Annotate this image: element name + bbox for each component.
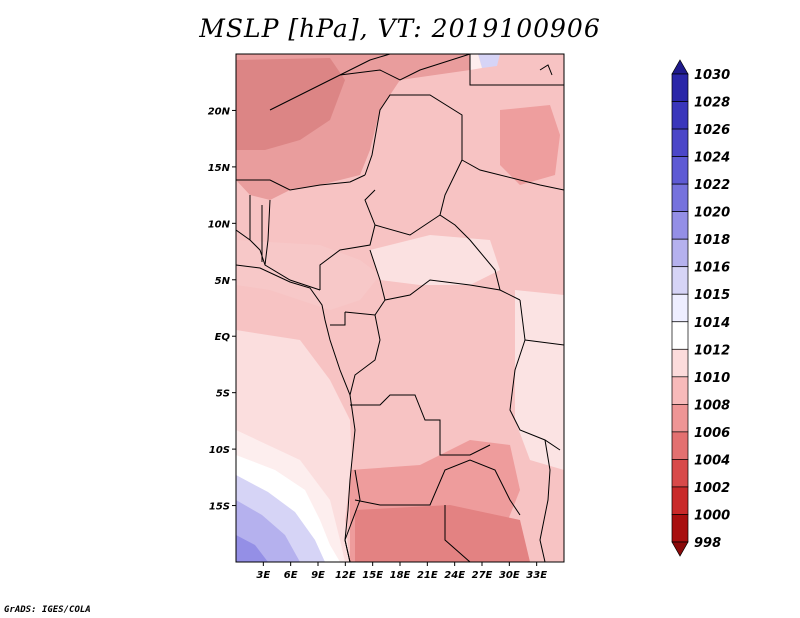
colorbar-label: 1000: [694, 508, 730, 523]
colorbar-label: 1004: [694, 453, 730, 468]
colorbar-label: 1028: [694, 96, 730, 111]
colorbar-label: 1020: [694, 206, 730, 221]
colorbar-label: 1012: [694, 343, 730, 358]
lon-tick-label: 6E: [284, 570, 298, 581]
lon-tick-label: 15E: [362, 570, 383, 581]
lat-tick-label: 5N: [215, 276, 231, 287]
colorbar-label: 1015: [694, 288, 730, 303]
colorbar-segment: [671, 101, 689, 130]
colorbar-segment: [671, 459, 689, 488]
lat-tick-label: 10S: [209, 445, 230, 456]
colorbar-segment: [671, 376, 689, 405]
lon-tick-label: 3E: [256, 570, 270, 581]
lon-tick-label: 18E: [390, 570, 411, 581]
colorbar-segment: [671, 321, 689, 350]
colorbar-segment: [671, 183, 689, 212]
lon-tick-label: 9E: [311, 570, 325, 581]
colorbar-label: 1014: [694, 316, 730, 331]
latitude-axis: 20N 15N 10N 5N EQ 5S 10S 15S: [208, 106, 236, 513]
colorbar-segment: [671, 541, 689, 557]
lat-tick-label: 20N: [208, 106, 231, 117]
colorbar-label: 1026: [694, 123, 730, 138]
longitude-axis: 3E 6E 9E 12E 15E 18E 21E 24E 27E 30E 33E: [256, 562, 547, 581]
colorbar-segment: [671, 404, 689, 433]
colorbar-label: 1016: [694, 261, 730, 276]
coastline: [236, 64, 553, 562]
country-borders: [236, 54, 564, 562]
colorbar-label: 1006: [694, 426, 730, 441]
colorbar-segment: [671, 238, 689, 268]
colorbar-label: 1018: [694, 233, 730, 248]
lon-tick-label: 30E: [499, 570, 520, 581]
page-title: MSLP [hPa], VT: 2019100906: [199, 14, 601, 43]
lat-tick-label: EQ: [215, 332, 231, 343]
lat-tick-label: 15N: [208, 163, 231, 174]
colorbar-segment: [671, 128, 689, 157]
colorbar-label: 1002: [694, 481, 730, 496]
colorbar-label: 1030: [694, 68, 730, 83]
colorbar: 1030 1028 1026 1024 1022 1020 1018 1016 1015 1014…: [671, 59, 730, 557]
colorbar-label: 1008: [694, 398, 730, 413]
credit-text: GrADS: IGES/COLA: [4, 605, 91, 615]
lon-tick-label: 24E: [444, 570, 465, 581]
colorbar-segment: [671, 431, 689, 460]
colorbar-segment: [671, 73, 689, 102]
lon-tick-label: 21E: [417, 570, 438, 581]
colorbar-segment: [671, 514, 689, 543]
lon-tick-label: 27E: [472, 570, 493, 581]
colorbar-segment: [671, 348, 689, 378]
pressure-field: [236, 54, 564, 562]
colorbar-segment: [671, 156, 689, 185]
colorbar-label: 998: [694, 536, 721, 551]
lat-tick-label: 5S: [216, 389, 230, 400]
colorbar-label: 1010: [694, 371, 730, 386]
colorbar-segment: [671, 266, 689, 295]
lon-tick-label: 12E: [335, 570, 356, 581]
lat-tick-label: 15S: [209, 502, 230, 513]
colorbar-label: 1022: [694, 178, 730, 193]
colorbar-segment: [671, 211, 689, 240]
lat-tick-label: 10N: [208, 219, 231, 230]
colorbar-segment: [671, 59, 689, 75]
colorbar-label: 1024: [694, 151, 730, 166]
colorbar-segment: [671, 293, 689, 323]
lon-tick-label: 33E: [526, 570, 547, 581]
colorbar-segment: [671, 486, 689, 515]
